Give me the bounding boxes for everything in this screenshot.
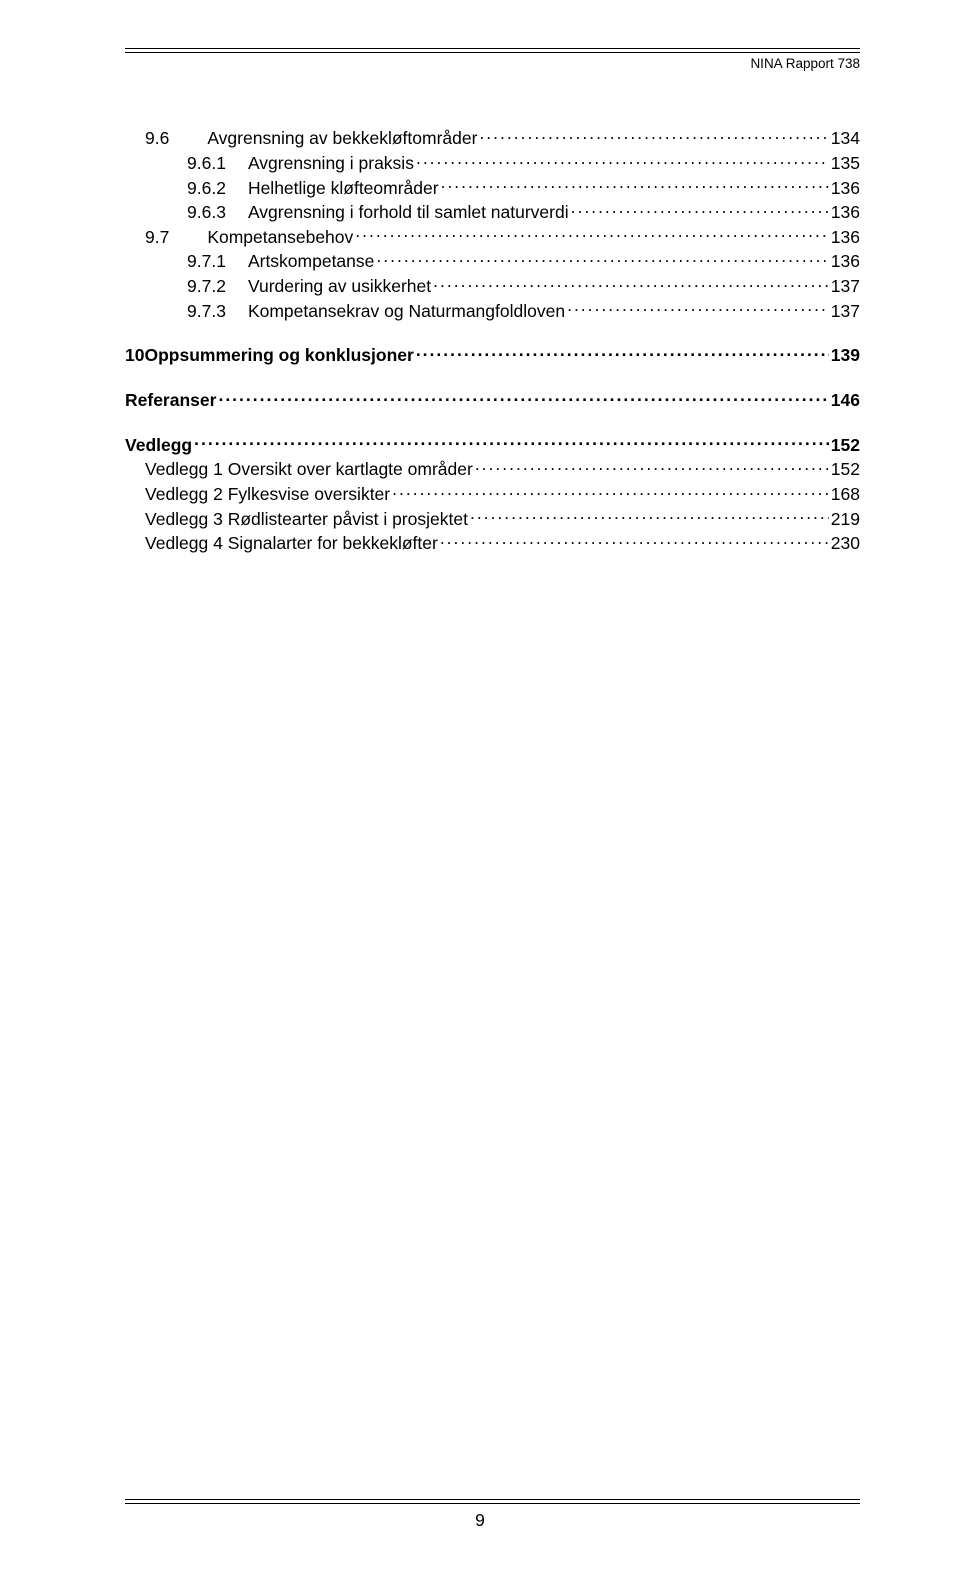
toc-entry-title: Vedlegg 1 Oversikt over kartlagte område… (145, 458, 473, 480)
toc-row: 9.7.1 Artskompetanse 136 (125, 248, 860, 273)
toc-entry-page: 152 (831, 434, 860, 456)
toc-leader-dots (416, 342, 829, 361)
page-header: NINA Rapport 738 (125, 48, 860, 71)
toc-row: 9.7.3 Kompetansekrav og Naturmangfoldlove… (125, 297, 860, 322)
toc-entry-number: 9.6 (145, 127, 169, 149)
toc-entry-title: Vedlegg (125, 434, 192, 456)
toc-entry-page: 168 (831, 483, 860, 505)
toc-entry-number: 9.7.1 (187, 250, 226, 272)
toc-entry-title: Oppsummering og konklusjoner (144, 344, 413, 366)
toc-entry-page: 136 (831, 250, 860, 272)
header-rule-thick (125, 52, 860, 53)
toc-entry-page: 137 (831, 300, 860, 322)
toc-entry-page: 146 (831, 389, 860, 411)
toc-row: 9.6.3 Avgrensning i forhold til samlet na… (125, 199, 860, 224)
toc-leader-dots (571, 199, 829, 218)
toc-entry-title: Vedlegg 3 Rødlistearter påvist i prosjek… (145, 508, 468, 530)
toc-entry-title: Avgrensning av bekkekløftområder (207, 127, 477, 149)
page: NINA Rapport 738 9.6 Avgrensning av bekke… (0, 0, 960, 1591)
toc-entry-page: 230 (831, 532, 860, 554)
toc-row: Vedlegg 4 Signalarter for bekkekløfter 23… (125, 530, 860, 555)
toc-row: Vedlegg 1 Oversikt over kartlagte område… (125, 456, 860, 481)
toc-entry-title: Vedlegg 2 Fylkesvise oversikter (145, 483, 390, 505)
toc-entry-number: 9.6.2 (187, 177, 226, 199)
toc-leader-dots (194, 431, 829, 450)
toc-leader-dots (218, 387, 828, 406)
toc-section-gap (125, 367, 860, 387)
toc-leader-dots (355, 224, 829, 243)
toc-entry-page: 134 (831, 127, 860, 149)
toc-row: Vedlegg 152 (125, 431, 860, 456)
toc-entry-title: Kompetansebehov (207, 226, 353, 248)
toc-row: Vedlegg 3 Rødlistearter påvist i prosjek… (125, 505, 860, 530)
toc-entry-number: 9.6.3 (187, 201, 226, 223)
toc-row: Referanser 146 (125, 387, 860, 412)
toc-row: 10 Oppsummering og konklusjoner 139 (125, 342, 860, 367)
toc-entry-title: Vurdering av usikkerhet (248, 275, 431, 297)
toc-entry-page: 136 (831, 177, 860, 199)
toc-section-gap (125, 322, 860, 342)
toc-entry-title: Kompetansekrav og Naturmangfoldloven (248, 300, 565, 322)
toc-entry-page: 135 (831, 152, 860, 174)
toc-leader-dots (479, 125, 828, 144)
toc-leader-dots (416, 150, 829, 169)
toc-row: 9.6 Avgrensning av bekkekløftområder 134 (125, 125, 860, 150)
toc-entry-title: Artskompetanse (248, 250, 374, 272)
toc-row: 9.6.2 Helhetlige kløfteområder 136 (125, 174, 860, 199)
footer-page-number: 9 (0, 1510, 960, 1531)
toc-section-gap (125, 411, 860, 431)
page-footer: 9 (0, 1499, 960, 1531)
toc-entry-page: 136 (831, 201, 860, 223)
toc-entry-page: 152 (831, 458, 860, 480)
header-label: NINA Rapport 738 (125, 56, 860, 71)
toc-entry-number: 9.6.1 (187, 152, 226, 174)
toc-entry-number: 9.7.3 (187, 300, 226, 322)
toc-leader-dots (441, 174, 829, 193)
toc-entry-title: Vedlegg 4 Signalarter for bekkekløfter (145, 532, 438, 554)
toc-leader-dots (470, 505, 829, 524)
toc-entry-title: Helhetlige kløfteområder (248, 177, 439, 199)
toc-entry-number: 10 (125, 344, 144, 366)
toc-leader-dots (392, 481, 829, 500)
toc-entry-page: 136 (831, 226, 860, 248)
toc-leader-dots (567, 297, 829, 316)
toc-entry-page: 137 (831, 275, 860, 297)
toc-entry-page: 139 (831, 344, 860, 366)
toc-entry-number: 9.7 (145, 226, 169, 248)
toc: 9.6Avgrensning av bekkekløftområder1349.… (125, 125, 860, 555)
toc-entry-title: Referanser (125, 389, 216, 411)
toc-leader-dots (475, 456, 829, 475)
toc-entry-title: Avgrensning i praksis (248, 152, 414, 174)
toc-row: 9.7 Kompetansebehov 136 (125, 224, 860, 249)
toc-leader-dots (433, 273, 829, 292)
toc-leader-dots (376, 248, 828, 267)
footer-rule-thick (125, 1503, 860, 1504)
toc-row: 9.6.1 Avgrensning i praksis 135 (125, 150, 860, 175)
toc-entry-page: 219 (831, 508, 860, 530)
toc-row: 9.7.2 Vurdering av usikkerhet 137 (125, 273, 860, 298)
toc-row: Vedlegg 2 Fylkesvise oversikter 168 (125, 481, 860, 506)
toc-entry-number: 9.7.2 (187, 275, 226, 297)
toc-entry-title: Avgrensning i forhold til samlet naturve… (248, 201, 569, 223)
toc-leader-dots (440, 530, 829, 549)
